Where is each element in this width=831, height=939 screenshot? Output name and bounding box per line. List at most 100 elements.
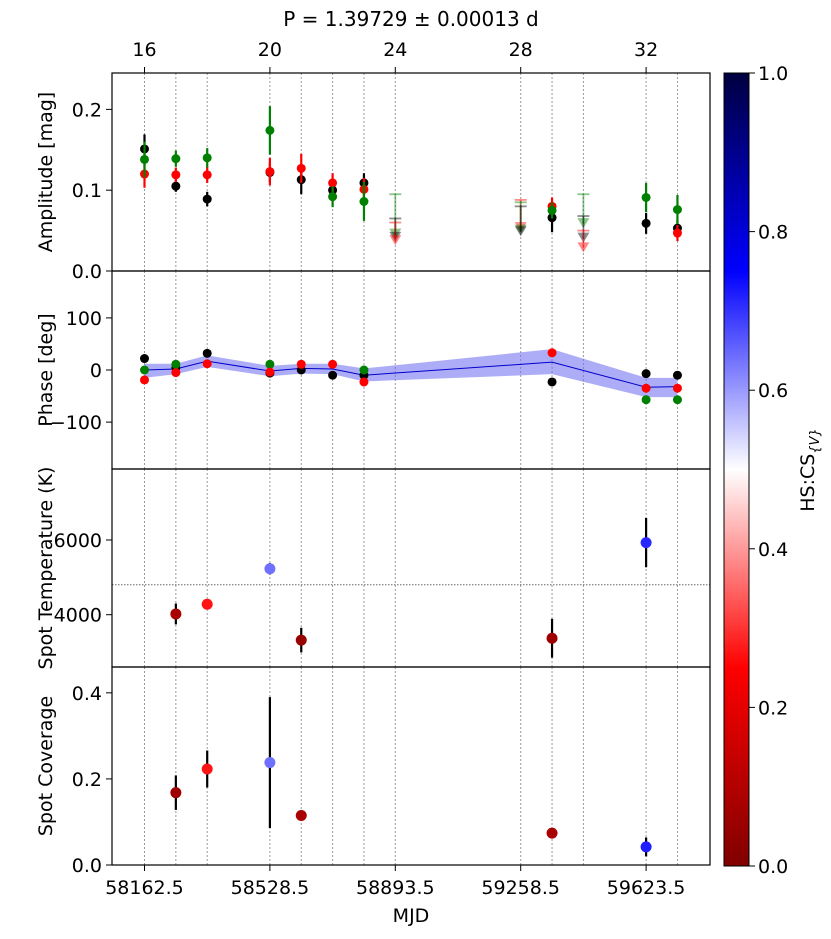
point-red [202, 170, 212, 180]
ytick-label-phase: 100 [66, 308, 102, 330]
point-green [547, 205, 557, 215]
point-red [202, 359, 212, 369]
point-red [672, 228, 682, 238]
point-red [328, 359, 338, 369]
panel-amplitude: 0.0 0.1 0.2 Amplitude [mag] [35, 72, 711, 283]
colorbar-tick-label: 0.0 [758, 856, 788, 878]
colorbar-tick-label: 0.8 [758, 222, 788, 244]
point-red [547, 348, 557, 358]
point-green [202, 153, 212, 163]
y-axis-label-amplitude: Amplitude [mag] [35, 92, 57, 252]
point-black [547, 377, 557, 387]
point-red [359, 377, 369, 387]
colorbar-tick-label: 0.2 [758, 697, 788, 719]
ytick-label-coverage: 0.0 [72, 855, 102, 877]
point-red [641, 383, 651, 393]
ytick-label-amplitude: 0.1 [72, 180, 102, 202]
x-tick-label: 59623.5 [607, 877, 686, 899]
point-green [359, 196, 369, 206]
upper-limit-arrow [514, 224, 527, 235]
ytick-label-temperature: 6000 [54, 530, 102, 552]
point-green [641, 395, 651, 405]
panel-frame-coverage [111, 666, 711, 866]
phase-band [144, 349, 678, 398]
point-green [171, 154, 181, 164]
point-black [202, 348, 212, 358]
point-temperature [295, 634, 307, 646]
point-red [672, 383, 682, 393]
point-black [202, 194, 212, 204]
point-black [672, 370, 682, 380]
point-coverage [201, 763, 213, 775]
point-green [328, 192, 338, 202]
point-red [328, 178, 338, 188]
point-black [140, 354, 149, 364]
ytick-label-phase: 0 [90, 360, 102, 382]
upper-limit-arrow [577, 218, 590, 229]
top-tick-label: 20 [258, 39, 282, 61]
upper-limit-arrow [514, 222, 527, 233]
upper-limit-arrow [389, 235, 402, 246]
top-tick-label: 32 [634, 39, 658, 61]
upper-limit-arrow [514, 226, 527, 237]
point-temperature [640, 537, 652, 549]
point-red [265, 167, 275, 177]
point-green [140, 365, 149, 375]
colorbar-tick-label: 0.6 [758, 380, 788, 402]
y-axis-label-temperature: Spot Temperature (K) [35, 467, 57, 670]
point-green [140, 154, 149, 164]
y-axis-label-coverage: Spot Coverage [35, 696, 57, 836]
point-red [296, 359, 306, 369]
ytick-label-phase: −100 [50, 412, 102, 434]
point-green [265, 125, 275, 135]
upper-limit-arrow [577, 242, 590, 253]
upper-limit-arrow [389, 228, 402, 239]
point-red [296, 163, 306, 173]
ytick-label-coverage: 0.2 [72, 769, 102, 791]
point-red [171, 368, 181, 378]
point-red [265, 367, 275, 377]
ytick-label-coverage: 0.4 [72, 683, 102, 705]
point-green [672, 205, 682, 215]
point-temperature [546, 632, 558, 644]
upper-limit-arrow [389, 231, 402, 242]
point-coverage [170, 787, 182, 799]
chart-title: P = 1.39729 ± 0.00013 d [283, 7, 538, 31]
ytick-label-amplitude: 0.2 [72, 99, 102, 121]
panel-coverage: 0.0 0.2 0.4 Spot Coverage [35, 666, 711, 877]
colorbar: HS:CS{V} 0.0 0.2 0.4 0.6 0.8 1.0 [723, 63, 823, 878]
point-black [641, 218, 651, 228]
colorbar-tick-label: 1.0 [758, 63, 788, 85]
point-temperature [201, 598, 213, 610]
point-temperature [264, 563, 276, 575]
point-coverage [546, 827, 558, 839]
x-tick-label: 58893.5 [356, 877, 435, 899]
point-red [140, 375, 149, 385]
point-black [328, 370, 338, 380]
top-tick-label: 28 [509, 39, 533, 61]
colorbar-label: HS:CS{V} [797, 428, 823, 512]
point-coverage [264, 757, 276, 769]
upper-limit-arrow [577, 232, 590, 243]
y-axis-label-phase: Phase [deg] [35, 313, 57, 426]
top-tick-label: 16 [132, 39, 156, 61]
x-axis-label: MJD [393, 905, 430, 927]
ytick-label-amplitude: 0.0 [72, 261, 102, 283]
point-black [171, 181, 181, 191]
point-red [171, 170, 181, 180]
colorbar-tick-label: 0.4 [758, 539, 788, 561]
panel-frame-amplitude [111, 72, 711, 272]
ytick-label-temperature: 4000 [54, 605, 102, 627]
point-green [171, 359, 181, 369]
point-green [672, 395, 682, 405]
phase-band-line [144, 360, 678, 388]
x-tick-label: 58528.5 [231, 877, 310, 899]
point-green [641, 192, 651, 202]
x-tick-label: 58162.5 [105, 877, 184, 899]
colorbar-gradient [723, 72, 750, 867]
point-coverage [295, 810, 307, 821]
